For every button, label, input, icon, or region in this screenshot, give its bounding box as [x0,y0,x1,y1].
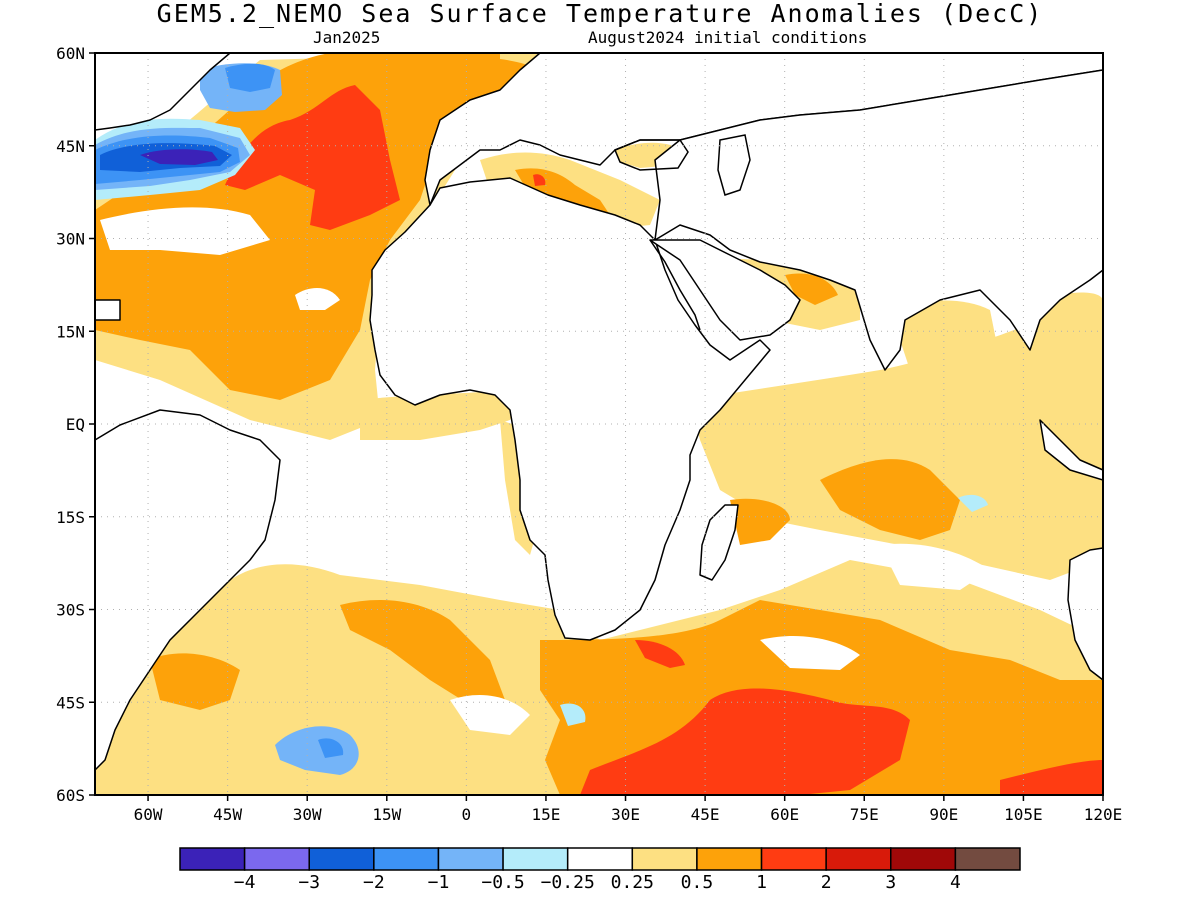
australia-outline [1067,547,1103,681]
colorbar-label: −3 [298,872,320,893]
longitude-axis: 60W 45W 30W 15W 0 15E 30E 45E 60E 75E 90E 105E 120E [134,795,1123,824]
colorbar-label: 0.5 [681,872,714,893]
lon-tick-label: 30W [293,805,322,824]
anomaly-area-grand-banks-core [225,63,275,92]
south-america-outline [95,409,281,771]
red-sea-outline [649,239,701,331]
anomaly-area-indian-orange [820,459,960,540]
anomaly-area-adriatic-red [533,174,546,186]
black-sea-outline [614,139,689,171]
anomaly-area-indian-cool [958,494,988,512]
anomaly-area-north-atlantic-red [225,85,400,230]
lon-tick-label: 60E [770,805,799,824]
anomaly-area-south-atlantic-cool-core [318,738,344,758]
initial-conditions: August2024 initial conditions [588,28,868,47]
colorbar-swatch [437,847,504,871]
anomaly-area-indian-white-1 [880,543,990,590]
anomaly-area-maritime-continent [1040,292,1103,420]
lat-tick-label: 15N [56,322,85,341]
lat-tick-label: 30N [56,230,85,249]
caspian-sea-outline [717,134,751,196]
colorbar-swatch [308,847,375,871]
colorbar-label: −4 [234,872,256,893]
lon-tick-label: 45W [213,805,242,824]
colorbar-label: 0.25 [611,872,654,893]
north-america-outline [95,53,231,131]
colorbar-label: −1 [428,872,450,893]
anomaly-area-gulf-stream-white [100,207,270,255]
anomaly-area-cape-cool [560,703,586,726]
anomaly-area-labrador-minimum [140,149,218,165]
colorbar-label: −2 [363,872,385,893]
anomaly-area-southern-white-2 [760,635,860,670]
africa-outline [369,177,771,641]
inland-water [614,134,751,331]
forecast-month: Jan2025 [313,28,381,47]
colorbar-labels: −4 −3 −2 −1 −0.5 −0.25 0.25 0.5 1 2 3 4 [234,872,961,893]
latitude-axis: 60N 45N 30N 15N EQ 15S 30S 45S 60S [56,44,95,805]
greenland-outline [95,299,121,321]
colorbar-swatch [954,847,1021,871]
lat-tick-label: 15S [56,508,85,527]
colorbar-label: −0.5 [481,872,524,893]
lat-tick-label: 60S [56,786,85,805]
anomaly-area-southern-white-1 [450,695,530,735]
colorbar-swatch [825,847,892,871]
colorbar-swatch [243,847,310,871]
lat-tick-label: EQ [66,415,85,434]
colorbar-label: 1 [756,872,767,893]
lon-tick-label: 120E [1084,805,1123,824]
colorbar-label: 2 [821,872,832,893]
landmasses [95,53,1103,771]
lon-tick-label: 15E [531,805,560,824]
colorbar-swatch [179,847,246,871]
lon-tick-label: 90E [929,805,958,824]
lon-tick-label: 45E [691,805,720,824]
anomaly-area-southern-ocean-red [580,688,910,795]
lon-tick-label: 105E [1004,805,1043,824]
arabia-outline [649,239,801,341]
colorbar-swatch [631,847,698,871]
lon-tick-label: 15W [372,805,401,824]
anomaly-area-south-atlantic-orange [340,600,505,705]
graticule [95,53,1103,795]
anomaly-area-gulf-orange [785,273,838,305]
lat-tick-label: 60N [56,44,85,63]
colorbar [179,847,1021,871]
anomaly-area-indian-light [690,300,1103,580]
indonesia-outline [1039,419,1103,481]
colorbar-swatch [760,847,827,871]
lat-tick-label: 30S [56,601,85,620]
anomaly-area-southern-ocean-red-2 [635,640,685,668]
lat-tick-label: 45S [56,693,85,712]
lat-tick-label: 45N [56,137,85,156]
colorbar-label: 4 [950,872,961,893]
lon-tick-label: 60W [134,805,163,824]
anomaly-area-gulf-of-guinea [360,392,520,440]
anomaly-area-mozambique-orange [730,498,790,545]
lon-tick-label: 0 [462,805,472,824]
lon-tick-label: 30E [611,805,640,824]
asia-outline [654,53,1103,371]
anomaly-area-far-south-red [1000,760,1103,795]
colorbar-swatch [502,847,569,871]
anomaly-area-atlantic-white-patch [295,288,340,310]
anomaly-area-bay-of-bengal [890,300,1000,380]
anomaly-area-patagonia-warm [150,653,240,710]
colorbar-label: −0.25 [541,872,595,893]
colorbar-swatch [566,847,634,871]
anomaly-area-south-atlantic-cool [275,726,359,775]
colorbar-label: 3 [885,872,896,893]
anomaly-shading [95,53,1103,795]
map-title: GEM5.2_NEMO Sea Surface Temperature Anom… [156,0,1044,28]
colorbar-swatch [696,847,763,871]
colorbar-swatch [373,847,440,871]
colorbar-swatch [890,847,957,871]
madagascar-outline [699,504,739,581]
lon-tick-label: 75E [850,805,879,824]
